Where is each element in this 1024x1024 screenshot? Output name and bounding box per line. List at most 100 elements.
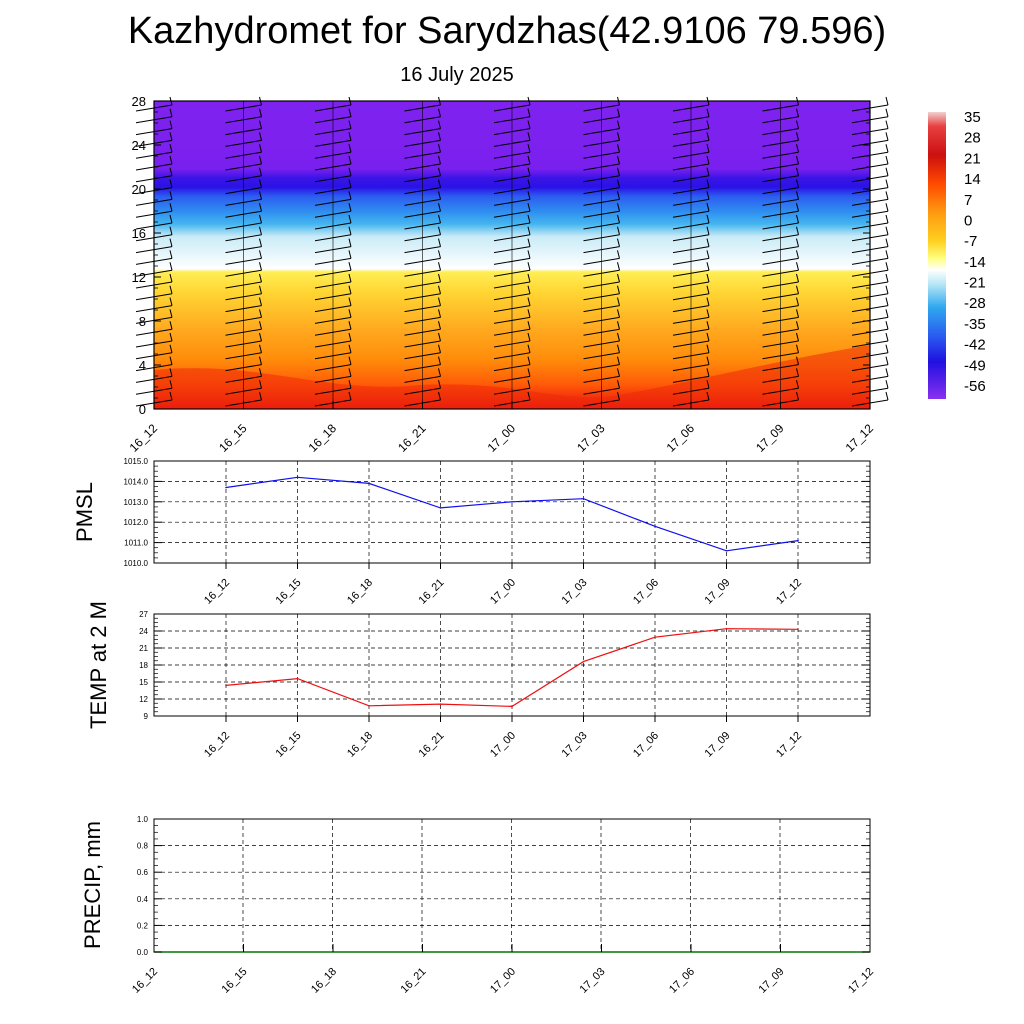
wind-barb-flag (438, 321, 441, 330)
wind-barb-flag (348, 262, 352, 271)
temp-2m-xtick-label: 17_09 (703, 730, 733, 760)
wind-barb-flag (796, 238, 799, 247)
wind-barb-flag (796, 368, 799, 377)
wind-barb-flag (885, 380, 889, 389)
pmsl-point (797, 539, 799, 542)
wind-barb-flag (169, 332, 173, 342)
wind-barb-flag (527, 273, 531, 283)
precip-xtick-label: 16_18 (309, 966, 339, 996)
pmsl-ytick-label: 1011.0 (124, 539, 148, 548)
wind-barb-flag (617, 144, 620, 153)
wind-barb-flag (885, 250, 889, 259)
temp-2m-xtick-label: 16_21 (417, 730, 447, 760)
pmsl-ytick-label: 1014.0 (124, 477, 149, 486)
precip-xtick-label: 16_15 (220, 966, 250, 996)
wind-barb-flag (796, 344, 799, 353)
wind-barb-flag (259, 285, 262, 294)
wind-barb-flag (885, 391, 889, 401)
temp-2m-ytick-label: 21 (139, 644, 148, 653)
wind-barb-flag (527, 356, 531, 365)
colorbar-label: -49 (964, 357, 986, 374)
precip-xtick-label: 16_12 (130, 966, 160, 996)
wind-barb-flag (885, 321, 889, 330)
wind-barb-flag (706, 368, 710, 377)
wind-barb-flag (348, 309, 352, 318)
wind-barb-flag (169, 214, 173, 224)
colorbar-label: -21 (964, 275, 986, 292)
wind-barb-flag (885, 155, 889, 165)
pmsl-ytick-label: 1010.0 (124, 559, 149, 568)
wind-barb-flag (438, 214, 441, 224)
wind-barb-flag (169, 344, 173, 353)
pmsl-ytick-label: 1013.0 (124, 498, 149, 507)
wind-barb-flag (885, 226, 889, 235)
wind-barb-flag (259, 203, 262, 212)
temp-2m-panel: 9 12 15 18 21 24 27 16_12 16_15 16_18 16_21 17_00 17… (86, 601, 871, 760)
wind-barb-flag (348, 203, 352, 212)
wind-barb-flag (259, 238, 262, 247)
pmsl-xtick-label: 16_15 (274, 577, 304, 607)
temp-2m-ytick-label: 24 (139, 627, 148, 636)
wind-barb-flag (796, 179, 799, 188)
wind-barb-flag (527, 226, 531, 235)
wind-barb-flag (527, 391, 531, 401)
pmsl-xtick-label: 16_21 (417, 577, 447, 607)
wind-barb-flag (617, 250, 620, 259)
wind-barb-flag (796, 203, 799, 212)
wind-barb-flag (438, 226, 441, 235)
wind-barb-flag (527, 214, 531, 224)
wind-barb-flag (438, 238, 441, 247)
temp-2m-point (368, 705, 370, 707)
pmsl-ytick-label: 1015.0 (124, 457, 149, 466)
wind-barb-flag (796, 120, 799, 129)
colorbar-label: 21 (964, 150, 981, 167)
wind-barb-flag (706, 179, 710, 188)
wind-barb-flag (885, 108, 889, 117)
wind-barb-flag (527, 297, 531, 306)
time-tick-label: 17_12 (843, 421, 877, 455)
wind-barb-flag (796, 155, 799, 165)
wind-barb-flag (885, 332, 889, 342)
colorbar-label: 0 (964, 212, 972, 229)
wind-barb-flag (259, 273, 262, 283)
wind-barb-flag (348, 273, 352, 283)
wind-barb-flag (617, 120, 620, 129)
time-tick-label: 17_09 (753, 421, 787, 455)
precip-grid (154, 819, 870, 952)
wind-barb-flag (169, 203, 173, 212)
temp-2m-ytick-label: 12 (139, 695, 148, 704)
pmsl-xtick-label: 17_12 (774, 577, 804, 607)
wind-barb-flag (617, 297, 620, 306)
pmsl-point (225, 486, 227, 489)
wind-barb-flag (706, 356, 710, 365)
wind-barb-flag (169, 144, 173, 153)
colorbar-label: 7 (964, 192, 972, 209)
wind-barb-flag (796, 108, 799, 117)
wind-barb-flag (169, 167, 173, 176)
wind-barb-flag (796, 332, 799, 342)
precip-frame (153, 818, 871, 953)
wind-barb-flag (438, 120, 441, 129)
precip-ytick-label: 0.6 (137, 868, 149, 877)
wind-barb-flag (259, 179, 262, 188)
wind-barb-flag (169, 191, 173, 200)
wind-barb-flag (885, 96, 889, 106)
temp-2m-point (654, 636, 656, 639)
height-tick-label: 12 (132, 270, 146, 285)
wind-barb-flag (706, 144, 710, 153)
wind-barb-flag (796, 380, 799, 389)
precip-xtick-label: 17_09 (757, 966, 787, 996)
wind-barb-flag (348, 132, 352, 141)
wind-barb-flag (617, 356, 620, 365)
precip-xtick-label: 17_06 (667, 966, 697, 996)
wind-barb-flag (348, 191, 352, 200)
wind-barb-flag (438, 391, 441, 401)
pmsl-xtick-label: 16_12 (202, 577, 232, 607)
wind-barb-flag (348, 238, 352, 247)
wind-barb-flag (527, 309, 531, 318)
colorbar-label: 35 (964, 109, 981, 126)
wind-barb-flag (348, 321, 352, 330)
wind-barb-flag (706, 250, 710, 259)
time-tick-label: 16_21 (395, 421, 429, 455)
precip-ytick-label: 1.0 (137, 815, 149, 824)
